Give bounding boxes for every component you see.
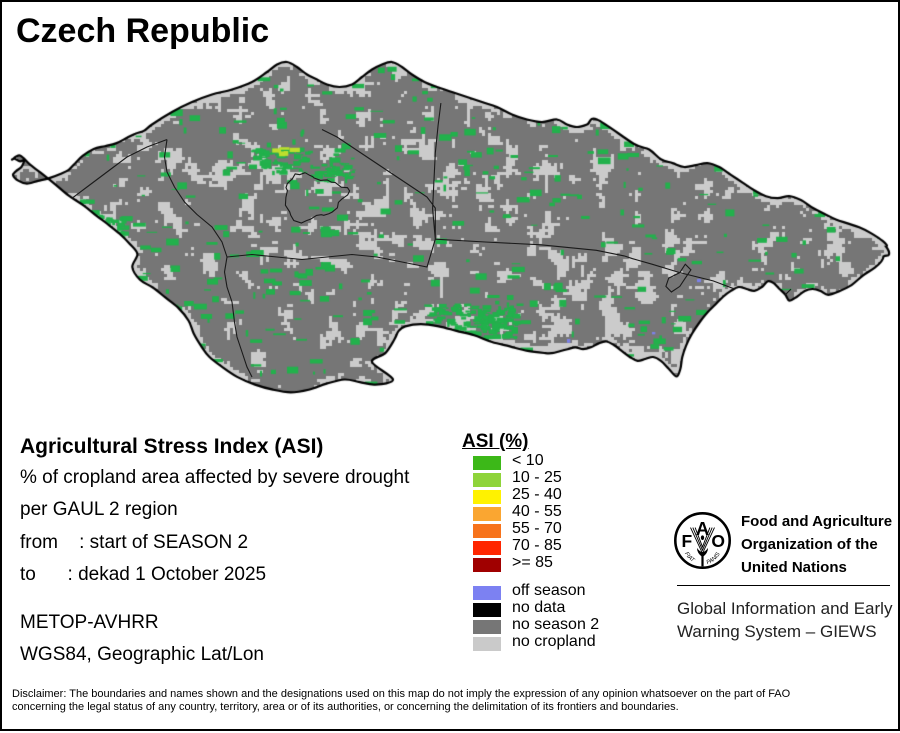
svg-text:F: F (681, 531, 692, 551)
svg-text:O: O (711, 531, 725, 551)
